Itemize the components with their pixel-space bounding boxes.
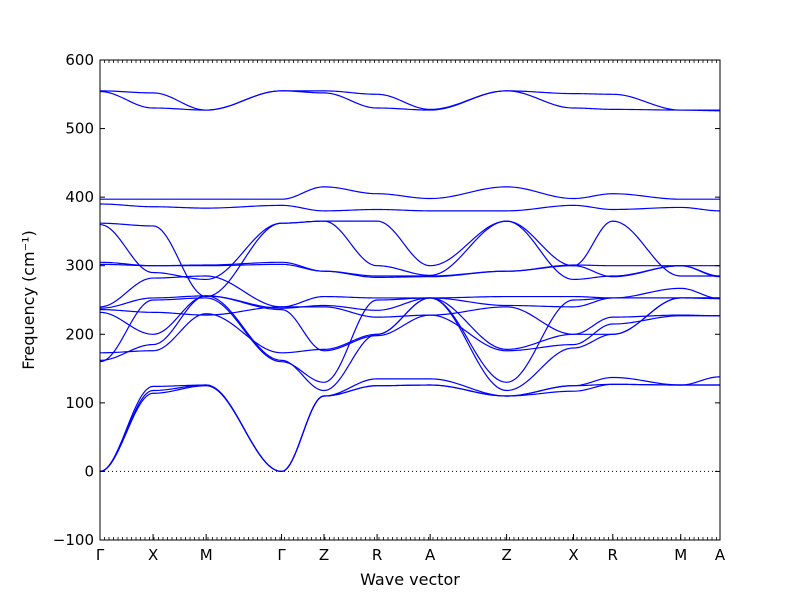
band-6 [99, 220, 721, 281]
x-tick-label: Z [319, 546, 329, 564]
x-tick-label: A [715, 546, 726, 564]
y-tick-label: −100 [53, 531, 94, 549]
dispersion-curves [99, 90, 721, 473]
x-tick-label: R [608, 546, 618, 564]
band-17 [99, 383, 720, 473]
y-tick-label: 100 [65, 394, 94, 412]
x-minor-ticks [99, 60, 717, 540]
x-tick-label: R [372, 546, 382, 564]
y-tick-label: 300 [65, 257, 94, 275]
x-tick-label: X [148, 546, 158, 564]
x-tick-label: Γ [277, 546, 286, 564]
x-tick-label: X [568, 546, 578, 564]
x-axis-label: Wave vector [360, 570, 460, 589]
y-tick-label: 200 [65, 325, 94, 343]
band-8 [99, 263, 721, 278]
y-tick-label: 400 [65, 188, 94, 206]
band-15 [99, 297, 720, 383]
plot-frame [99, 59, 721, 541]
band-7 [99, 261, 720, 277]
y-tick-label: 600 [65, 51, 94, 69]
band-2 [99, 90, 720, 112]
y-axis-label: Frequency (cm⁻¹) [19, 230, 38, 369]
y-tick-label: 500 [65, 120, 94, 138]
band-18 [99, 376, 721, 473]
x-tick-label: Z [501, 546, 511, 564]
band-13 [99, 297, 720, 354]
band-3 [100, 186, 720, 200]
y-axis-ticks: −100 0 100 200 300 400 500 600 [53, 51, 720, 549]
x-tick-label: M [674, 546, 687, 564]
band-14 [99, 295, 720, 392]
band-1 [99, 90, 720, 111]
x-tick-label: M [200, 546, 213, 564]
band-5 [99, 220, 720, 298]
band-4 [99, 203, 721, 212]
band-10 [99, 287, 721, 311]
band-16 [99, 383, 720, 473]
x-tick-label: Γ [96, 546, 105, 564]
x-tick-label: A [425, 546, 436, 564]
y-tick-label: 0 [84, 462, 94, 480]
band-12 [99, 295, 720, 352]
